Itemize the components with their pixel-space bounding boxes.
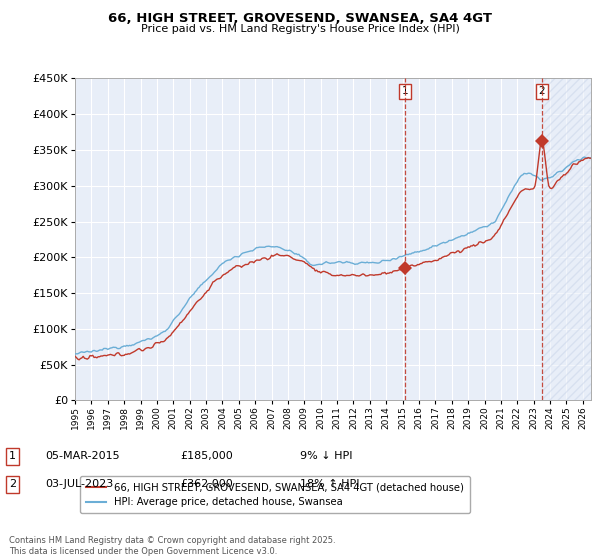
- Text: 1: 1: [9, 451, 16, 461]
- Text: £362,000: £362,000: [180, 479, 233, 489]
- Bar: [542, 78, 591, 400]
- Legend: 66, HIGH STREET, GROVESEND, SWANSEA, SA4 4GT (detached house), HPI: Average pric: 66, HIGH STREET, GROVESEND, SWANSEA, SA4…: [80, 476, 470, 513]
- Text: Contains HM Land Registry data © Crown copyright and database right 2025.
This d: Contains HM Land Registry data © Crown c…: [9, 536, 335, 556]
- Text: 2: 2: [539, 86, 545, 96]
- Text: 1: 1: [402, 86, 409, 96]
- Text: 03-JUL-2023: 03-JUL-2023: [45, 479, 113, 489]
- Text: 18% ↑ HPI: 18% ↑ HPI: [300, 479, 359, 489]
- Text: 9% ↓ HPI: 9% ↓ HPI: [300, 451, 353, 461]
- Text: Price paid vs. HM Land Registry's House Price Index (HPI): Price paid vs. HM Land Registry's House …: [140, 24, 460, 34]
- Text: 2: 2: [9, 479, 16, 489]
- Text: £185,000: £185,000: [180, 451, 233, 461]
- Text: 66, HIGH STREET, GROVESEND, SWANSEA, SA4 4GT: 66, HIGH STREET, GROVESEND, SWANSEA, SA4…: [108, 12, 492, 25]
- Text: 05-MAR-2015: 05-MAR-2015: [45, 451, 119, 461]
